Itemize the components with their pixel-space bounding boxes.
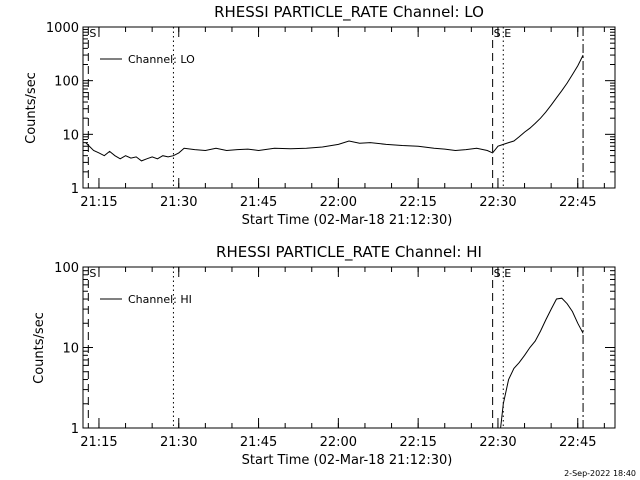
y-tick-label: 100 — [54, 75, 79, 90]
x-tick-label: 21:30 — [160, 435, 197, 450]
time-marker-label: S — [89, 267, 96, 280]
x-tick-label: 22:30 — [479, 435, 516, 450]
x-tick-label: 21:15 — [80, 435, 117, 450]
panel-lo-y-label: Counts/sec — [24, 72, 39, 144]
x-tick-label: 22:15 — [399, 435, 436, 450]
panel-lo-frame — [82, 26, 616, 189]
x-tick-label: 21:45 — [240, 435, 277, 450]
y-tick-label: 1 — [71, 422, 79, 437]
y-tick-label: 1 — [71, 182, 79, 197]
panel-hi: RHESSI PARTICLE_RATE Channel: HI 110100 … — [32, 243, 616, 468]
panel-hi-y-label: Counts/sec — [32, 312, 47, 384]
footer-timestamp: 2-Sep-2022 18:40 — [564, 469, 636, 478]
time-marker-label: E — [504, 27, 511, 40]
series-line — [85, 54, 584, 162]
panel-lo-legend-label: Channel: LO — [128, 53, 195, 66]
x-tick-label: 21:45 — [240, 195, 277, 210]
x-tick-label: 21:30 — [160, 195, 197, 210]
time-marker-label: S — [89, 27, 96, 40]
x-tick-label: 22:00 — [320, 435, 357, 450]
time-marker-label: S — [494, 267, 501, 280]
panel-hi-series — [500, 297, 584, 429]
panel-lo-series — [85, 54, 584, 162]
panel-lo-x-axis: 21:15 21:30 21:45 22:00 22:15 22:30 22:45 — [80, 27, 605, 210]
x-tick-label: 22:00 — [320, 195, 357, 210]
panel-hi-legend-label: Channel: HI — [128, 293, 192, 306]
x-tick-label: 22:30 — [479, 195, 516, 210]
x-tick-label: 22:15 — [399, 195, 436, 210]
panel-lo-x-label: Start Time (02-Mar-18 21:12:30) — [242, 213, 453, 228]
y-tick-label: 10 — [62, 128, 79, 143]
x-tick-label: 21:15 — [80, 195, 117, 210]
panel-hi-y-axis: 1 10 100 — [54, 261, 615, 437]
x-tick-label: 22:45 — [559, 195, 596, 210]
panel-lo-title: RHESSI PARTICLE_RATE Channel: LO — [214, 3, 484, 22]
panel-hi-frame — [82, 266, 616, 429]
y-tick-label: 100 — [54, 261, 79, 276]
y-tick-label: 1000 — [46, 21, 79, 36]
series-line — [500, 297, 584, 429]
panel-lo: RHESSI PARTICLE_RATE Channel: LO 1101001… — [24, 3, 616, 228]
x-tick-label: 22:45 — [559, 435, 596, 450]
time-marker-label: E — [504, 267, 511, 280]
panel-hi-title: RHESSI PARTICLE_RATE Channel: HI — [216, 243, 482, 262]
panel-hi-x-axis: 21:15 21:30 21:45 22:00 22:15 22:30 22:45 — [80, 267, 605, 450]
panel-lo-y-axis: 1 10 100 1000 — [46, 21, 615, 197]
y-tick-label: 10 — [62, 342, 79, 357]
time-marker-label: S — [494, 27, 501, 40]
panel-hi-x-label: Start Time (02-Mar-18 21:12:30) — [242, 453, 453, 468]
